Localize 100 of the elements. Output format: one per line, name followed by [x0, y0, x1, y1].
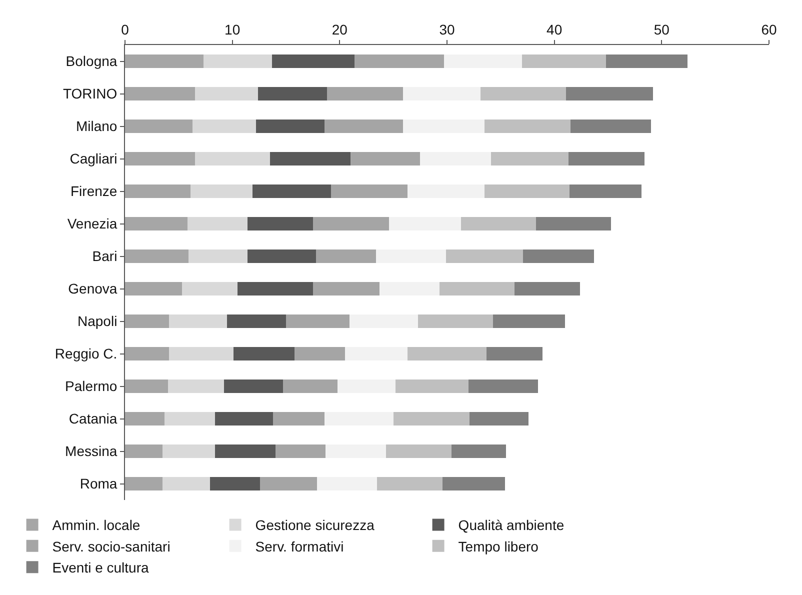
x-tick-label: 0	[121, 21, 130, 38]
bar	[420, 152, 492, 166]
bar	[270, 152, 350, 166]
y-tick-label: Palermo	[65, 378, 118, 394]
bar	[389, 216, 461, 231]
bar	[162, 444, 216, 458]
bar	[182, 282, 238, 296]
bar	[377, 476, 443, 491]
bar	[442, 476, 505, 491]
bar	[312, 216, 390, 231]
bar	[316, 249, 376, 264]
bar	[324, 119, 403, 134]
x-tick-label: 50	[654, 21, 670, 38]
x-tick-label: 60	[761, 21, 777, 38]
bar	[224, 379, 283, 394]
bar	[446, 249, 524, 264]
bar	[395, 379, 468, 394]
y-tick-label: Venezia	[67, 216, 118, 232]
bar	[324, 412, 394, 426]
bar	[486, 346, 543, 361]
bar	[282, 379, 338, 394]
legend-label: Eventi e cultura	[52, 560, 150, 576]
y-tick-label: Catania	[68, 410, 118, 427]
bar	[125, 379, 168, 394]
bar	[273, 412, 325, 426]
bar	[203, 54, 272, 68]
bar	[468, 379, 538, 394]
x-tick-label: 40	[546, 21, 562, 38]
bar	[491, 152, 568, 166]
x-tick-label: 10	[224, 21, 240, 38]
bar	[570, 119, 651, 134]
bar	[317, 476, 378, 491]
bar	[168, 379, 224, 394]
bar	[125, 86, 195, 101]
bar	[226, 314, 286, 328]
bar	[493, 314, 566, 328]
bar	[125, 54, 204, 68]
legend-label: Gestione sicurezza	[255, 517, 375, 534]
y-tick-label: TORINO	[62, 86, 118, 102]
bar	[402, 86, 480, 101]
bar	[187, 216, 248, 231]
legend-label: Ammin. locale	[52, 517, 140, 534]
bar	[451, 444, 506, 458]
bar	[460, 216, 536, 231]
y-tick-label: Reggio C.	[54, 346, 118, 362]
y-tick-label: Bari	[92, 248, 118, 264]
bar	[192, 119, 256, 134]
bar	[566, 86, 654, 101]
y-tick-label: Firenze	[70, 183, 118, 200]
bar	[606, 54, 688, 68]
bar	[169, 314, 227, 328]
bar	[164, 412, 216, 426]
bar	[260, 476, 318, 491]
bar	[331, 184, 408, 198]
legend-label: Serv. formativi	[255, 538, 344, 554]
bar	[536, 216, 612, 231]
bar	[484, 119, 570, 134]
legend-label: Tempo libero	[458, 538, 539, 554]
bar	[169, 346, 234, 361]
bar	[379, 282, 440, 296]
bar	[326, 86, 403, 101]
bar	[350, 152, 420, 166]
bar	[233, 346, 295, 361]
bar	[125, 346, 170, 361]
bar	[215, 444, 276, 458]
bar	[252, 184, 332, 198]
bar	[402, 119, 485, 134]
y-tick-label: Cagliari	[70, 150, 118, 167]
x-tick-label: 30	[439, 21, 455, 38]
bar	[345, 346, 408, 361]
y-tick-label: Milano	[76, 118, 118, 134]
bar	[312, 282, 380, 296]
bar	[210, 476, 260, 491]
bar	[194, 86, 258, 101]
bar	[484, 184, 570, 198]
bar	[247, 216, 313, 231]
y-tick-label: Genova	[68, 280, 118, 297]
y-tick-label: Messina	[65, 443, 118, 460]
bar	[569, 184, 642, 198]
bar	[125, 444, 163, 458]
bar	[354, 54, 444, 68]
bar	[470, 412, 529, 426]
y-tick-label: Napoli	[77, 313, 118, 330]
bar	[256, 119, 325, 134]
bar	[439, 282, 515, 296]
bar	[326, 444, 386, 458]
bar	[190, 184, 253, 198]
bar	[523, 249, 594, 264]
bar	[568, 152, 644, 166]
bar	[272, 54, 355, 68]
bar	[247, 249, 316, 264]
bar	[125, 282, 182, 296]
bar	[376, 249, 446, 264]
bar	[258, 86, 327, 101]
bar	[386, 444, 452, 458]
legend-label: Serv. socio-sanitari	[52, 538, 170, 554]
bar	[125, 314, 170, 328]
bar	[125, 152, 195, 166]
y-tick-label: Roma	[80, 476, 118, 492]
bar	[125, 119, 193, 134]
